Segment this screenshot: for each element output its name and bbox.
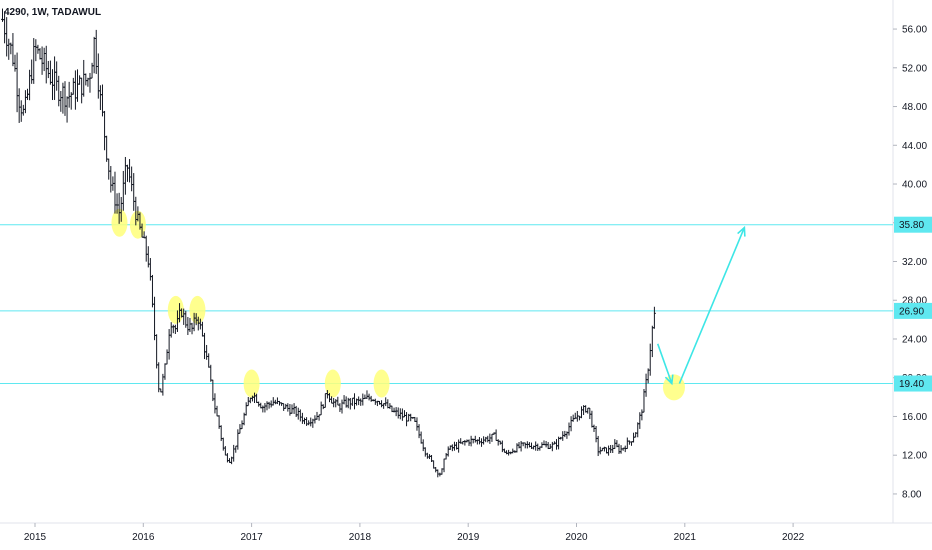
arrow-line (678, 227, 746, 384)
time-tick-label: 2020 (565, 532, 588, 543)
highlight-ellipse (189, 295, 206, 324)
price-tick-label: 24.00 (902, 334, 927, 345)
level-tag-label: 19.40 (899, 379, 924, 390)
price-tick-label: 44.00 (902, 141, 927, 152)
level-tag (894, 302, 932, 319)
highlight-ellipse (324, 369, 341, 398)
time-tick-label: 2015 (24, 532, 47, 543)
price-tick-label: 8.00 (902, 489, 922, 500)
time-tick-label: 2016 (132, 532, 155, 543)
level-tag-label: 35.80 (899, 220, 924, 231)
arrow-line (656, 343, 673, 384)
price-tick-label: 32.00 (902, 257, 927, 268)
time-tick-label: 2022 (782, 532, 805, 543)
price-tick-label: 12.00 (902, 451, 927, 462)
time-tick-label: 2018 (349, 532, 372, 543)
time-tick-label: 2019 (457, 532, 480, 543)
level-tag-label: 26.90 (899, 306, 924, 317)
price-tick-label: 28.00 (902, 296, 927, 307)
price-tick-label: 56.00 (902, 25, 927, 36)
time-tick-label: 2021 (674, 532, 697, 543)
price-tick-label: 48.00 (902, 102, 927, 113)
time-tick-label: 2017 (240, 532, 263, 543)
highlight-ellipse (243, 369, 260, 398)
price-tick-label: 52.00 (902, 63, 927, 74)
symbol-title: 4290, 1W, TADAWUL (4, 7, 102, 18)
price-tick-label: 40.00 (902, 180, 927, 191)
arrow-head (664, 374, 674, 386)
highlight-ellipse (373, 369, 390, 398)
price-tick-label: 16.00 (902, 412, 927, 423)
level-tag (894, 375, 932, 392)
level-tag (894, 216, 932, 233)
arrow-head (737, 225, 746, 237)
